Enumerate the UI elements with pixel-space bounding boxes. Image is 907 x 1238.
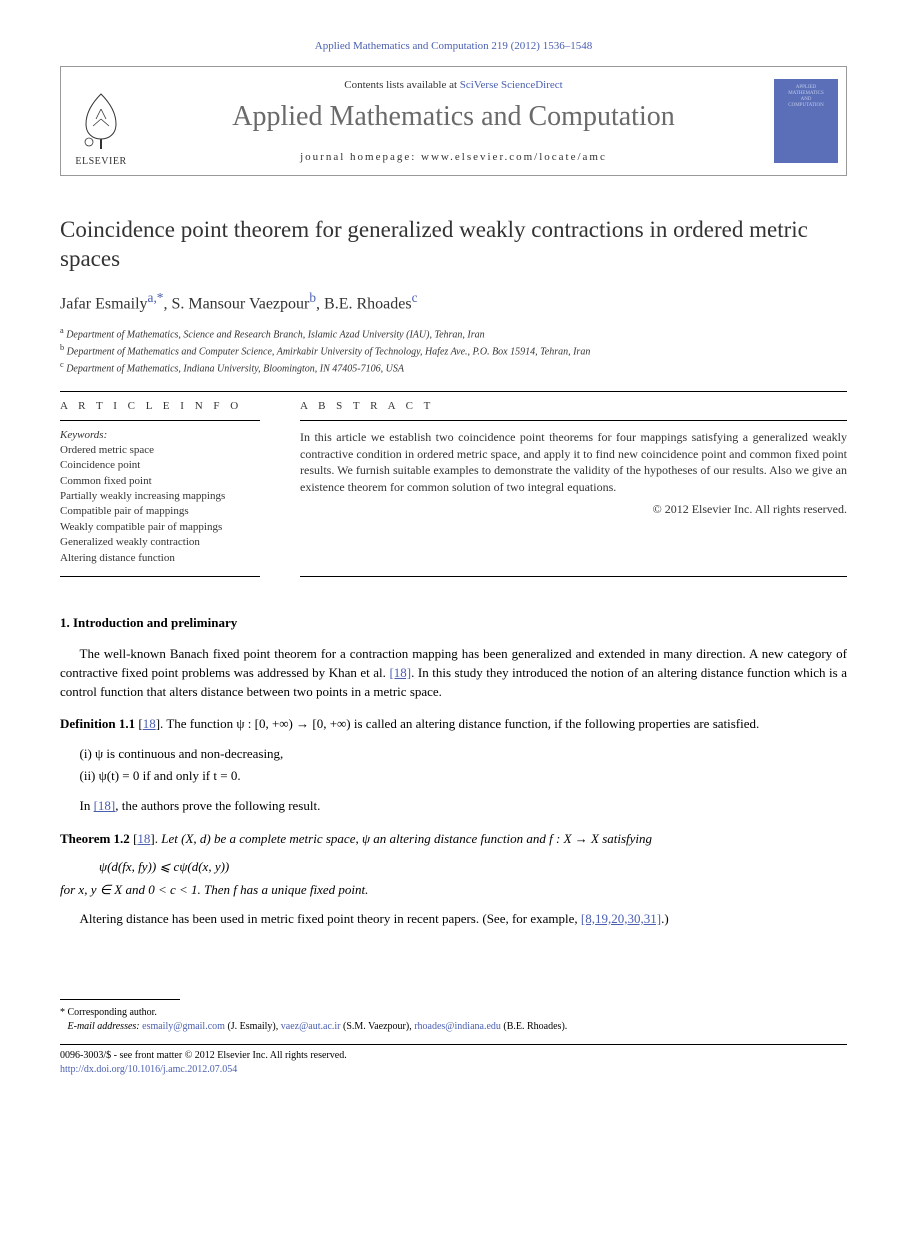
elsevier-label: ELSEVIER [75,156,126,167]
author-3: B.E. Rhoades [324,295,412,312]
homepage-prefix: journal homepage: [300,151,421,163]
author-1: Jafar Esmaily [60,295,148,312]
email-addresses: E-mail addresses: esmaily@gmail.com (J. … [60,1020,847,1034]
divider [300,576,847,577]
journal-reference: Applied Mathematics and Computation 219 … [60,40,847,52]
abstract-label: A B S T R A C T [300,400,847,412]
doi-link[interactable]: http://dx.doi.org/10.1016/j.amc.2012.07.… [60,1064,237,1075]
ref-18-link[interactable]: 18 [143,716,156,731]
author-1-affil-link[interactable]: a,* [148,290,164,305]
ref-18-link[interactable]: [18] [94,798,116,813]
theorem-1-2-tail: for x, y ∈ X and 0 < c < 1. Then f has a… [60,881,847,900]
divider [300,420,847,421]
publisher-logo-block: ELSEVIER [61,67,141,175]
issn-copyright-line: 0096-3003/$ - see front matter © 2012 El… [60,1049,847,1063]
keyword: Common fixed point [60,474,260,489]
abstract-column: A B S T R A C T In this article we estab… [300,400,847,566]
journal-header-box: ELSEVIER Contents lists available at Sci… [60,66,847,176]
intro-paragraph-3: Altering distance has been used in metri… [60,910,847,929]
divider [60,391,847,392]
email-3-link[interactable]: rhoades@indiana.edu [414,1021,501,1032]
journal-name: Applied Mathematics and Computation [151,101,756,133]
theorem-1-2: Theorem 1.2 [18]. Let (X, d) be a comple… [60,830,847,849]
ref-18-link[interactable]: 18 [137,831,150,846]
author-2: S. Mansour Vaezpour [171,295,309,312]
contents-prefix: Contents lists available at [344,79,459,91]
sciencedirect-link[interactable]: SciVerse ScienceDirect [460,79,563,91]
keywords-label: Keywords: [60,429,260,441]
keyword: Compatible pair of mappings [60,504,260,519]
equation-1: ψ(d(fx, fy)) ⩽ cψ(d(x, y)) [99,859,847,875]
abstract-copyright: © 2012 Elsevier Inc. All rights reserved… [300,502,847,517]
homepage-line: journal homepage: www.elsevier.com/locat… [151,151,756,163]
keyword: Altering distance function [60,551,260,566]
header-center: Contents lists available at SciVerse Sci… [141,67,766,175]
keyword: Ordered metric space [60,443,260,458]
theorem-body: Let (X, d) be a complete metric space, ψ… [161,831,652,846]
emails-label: E-mail addresses: [68,1021,140,1032]
bottom-separator [60,1044,847,1045]
list-item: (ii) ψ(t) = 0 if and only if t = 0. [80,766,848,786]
definition-properties-list: (i) ψ is continuous and non-decreasing, … [80,744,848,785]
info-abstract-row: A R T I C L E I N F O Keywords: Ordered … [60,400,847,566]
journal-cover-icon: APPLIED MATHEMATICS AND COMPUTATION [774,79,838,163]
email-1-link[interactable]: esmaily@gmail.com [142,1021,225,1032]
ref-18-link[interactable]: [18] [389,665,411,680]
corresponding-author-note: * Corresponding author. [60,1006,847,1020]
keyword: Coincidence point [60,458,260,473]
divider [60,576,260,577]
homepage-url: www.elsevier.com/locate/amc [421,151,607,163]
affiliation-b: b Department of Mathematics and Computer… [60,342,847,359]
info-bottom-rules [60,576,847,585]
elsevier-tree-icon [71,84,131,154]
contents-line: Contents lists available at SciVerse Sci… [151,79,756,91]
divider [60,420,260,421]
article-info-column: A R T I C L E I N F O Keywords: Ordered … [60,400,260,566]
list-item: (i) ψ is continuous and non-decreasing, [80,744,848,764]
abstract-text: In this article we establish two coincid… [300,429,847,496]
article-title: Coincidence point theorem for generalize… [60,216,847,274]
theorem-label: Theorem 1.2 [60,831,130,846]
doi-line: http://dx.doi.org/10.1016/j.amc.2012.07.… [60,1063,847,1077]
footnote-separator [60,999,180,1000]
authors-line: Jafar Esmailya,*, S. Mansour Vaezpourb, … [60,290,847,313]
author-2-affil-link[interactable]: b [309,290,316,305]
keyword: Partially weakly increasing mappings [60,489,260,504]
definition-label: Definition 1.1 [60,716,135,731]
section-1-title: 1. Introduction and preliminary [60,615,847,631]
affiliation-a: a Department of Mathematics, Science and… [60,325,847,342]
author-3-affil-link[interactable]: c [412,290,418,305]
definition-1-1: Definition 1.1 [18]. The function ψ : [0… [60,715,847,734]
intro-paragraph-2: In [18], the authors prove the following… [60,797,847,816]
affiliation-c: c Department of Mathematics, Indiana Uni… [60,359,847,376]
keyword: Generalized weakly contraction [60,535,260,550]
keywords-list: Ordered metric space Coincidence point C… [60,443,260,566]
cover-thumbnail-block: APPLIED MATHEMATICS AND COMPUTATION [766,67,846,175]
intro-paragraph-1: The well-known Banach fixed point theore… [60,645,847,702]
refs-multi-link[interactable]: [8,19,20,30,31] [581,911,661,926]
cover-text-4: COMPUTATION [788,103,823,109]
email-2-link[interactable]: vaez@aut.ac.ir [281,1021,341,1032]
keyword: Weakly compatible pair of mappings [60,520,260,535]
article-info-label: A R T I C L E I N F O [60,400,260,412]
